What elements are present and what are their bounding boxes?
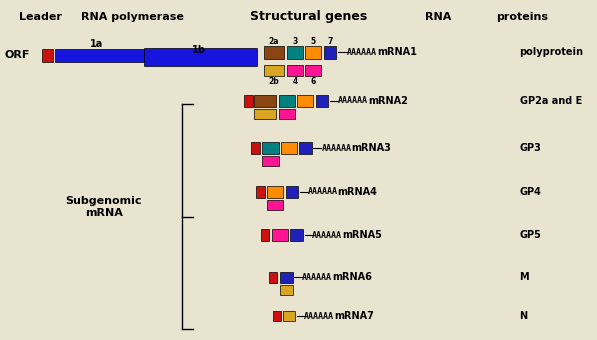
- Bar: [300, 142, 312, 154]
- Bar: [280, 285, 293, 295]
- Bar: [272, 230, 288, 241]
- Text: AAAAAA: AAAAAA: [304, 311, 334, 321]
- Bar: [324, 46, 337, 59]
- Text: 5: 5: [311, 37, 316, 46]
- Bar: [251, 142, 260, 154]
- Text: 7: 7: [327, 37, 333, 46]
- Bar: [263, 142, 279, 154]
- Bar: [279, 95, 295, 107]
- Bar: [283, 311, 296, 321]
- Text: M: M: [519, 272, 529, 282]
- Bar: [54, 49, 144, 62]
- Bar: [267, 200, 283, 210]
- Text: polyprotein: polyprotein: [519, 47, 583, 57]
- Bar: [267, 186, 283, 198]
- Text: 1a: 1a: [90, 38, 103, 49]
- Text: 3: 3: [292, 37, 297, 46]
- Bar: [42, 49, 53, 62]
- Text: 1b: 1b: [192, 45, 206, 55]
- Text: mRNA3: mRNA3: [352, 143, 391, 153]
- Text: mRNA1: mRNA1: [377, 47, 417, 57]
- Text: mRNA2: mRNA2: [368, 96, 408, 106]
- Text: AAAAAA: AAAAAA: [307, 187, 337, 197]
- Bar: [263, 156, 279, 166]
- Text: RNA polymerase: RNA polymerase: [81, 12, 184, 21]
- Text: mRNA5: mRNA5: [342, 230, 382, 240]
- Text: Structural genes: Structural genes: [250, 10, 367, 23]
- Bar: [316, 95, 328, 107]
- Bar: [290, 230, 303, 241]
- Bar: [279, 109, 295, 119]
- Bar: [264, 46, 284, 59]
- Text: GP2a and E: GP2a and E: [519, 96, 582, 106]
- Text: Subgenomic
mRNA: Subgenomic mRNA: [65, 196, 142, 218]
- Text: AAAAAA: AAAAAA: [347, 48, 377, 57]
- Bar: [144, 48, 257, 66]
- Bar: [273, 311, 281, 321]
- Bar: [261, 230, 269, 241]
- Text: RNA: RNA: [426, 12, 452, 21]
- Text: mRNA7: mRNA7: [334, 311, 374, 321]
- Text: AAAAAA: AAAAAA: [301, 273, 332, 282]
- Bar: [280, 272, 293, 283]
- Bar: [254, 109, 276, 119]
- Bar: [264, 65, 284, 76]
- Bar: [281, 142, 297, 154]
- Bar: [269, 272, 278, 283]
- Bar: [287, 46, 303, 59]
- Text: AAAAAA: AAAAAA: [312, 231, 342, 240]
- Text: GP5: GP5: [519, 230, 541, 240]
- Bar: [254, 95, 276, 107]
- Text: AAAAAA: AAAAAA: [321, 143, 352, 153]
- Bar: [287, 65, 303, 76]
- Text: N: N: [519, 311, 528, 321]
- Bar: [285, 186, 298, 198]
- Text: 2b: 2b: [269, 77, 279, 86]
- Text: Leader: Leader: [19, 12, 61, 21]
- Text: mRNA6: mRNA6: [332, 272, 372, 282]
- Text: mRNA4: mRNA4: [337, 187, 377, 197]
- Bar: [305, 46, 321, 59]
- Text: GP4: GP4: [519, 187, 541, 197]
- Text: 2a: 2a: [269, 37, 279, 46]
- Text: proteins: proteins: [497, 12, 549, 21]
- Bar: [244, 95, 253, 107]
- Bar: [256, 186, 265, 198]
- Text: AAAAAA: AAAAAA: [338, 96, 368, 105]
- Text: GP3: GP3: [519, 143, 541, 153]
- Text: ORF: ORF: [4, 50, 30, 60]
- Bar: [305, 65, 321, 76]
- Text: 4: 4: [292, 77, 297, 86]
- Bar: [297, 95, 313, 107]
- Text: 6: 6: [310, 77, 316, 86]
